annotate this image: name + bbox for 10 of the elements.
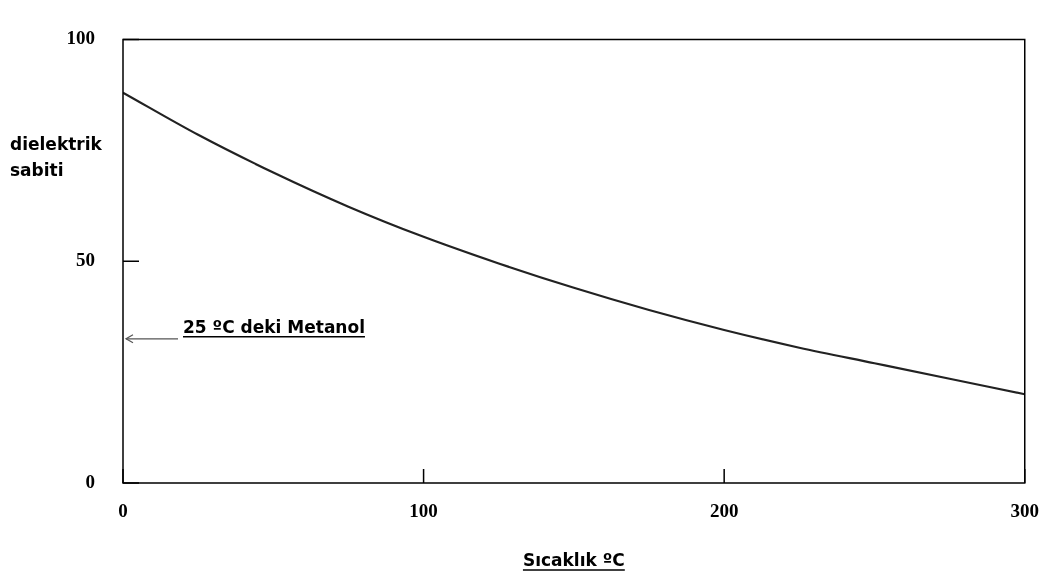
y-tick-label: 0 xyxy=(85,470,95,492)
x-tick-label: 0 xyxy=(118,500,128,522)
y-axis-title: dielektrik sabiti xyxy=(10,134,103,180)
x-axis-title: Sıcaklık ºC xyxy=(522,550,625,570)
x-tick-label: 200 xyxy=(709,500,739,522)
annotation: 25 ºC deki Metanol xyxy=(183,316,365,337)
x-tick-label: 100 xyxy=(409,500,438,522)
y-tick-label: 100 xyxy=(66,27,95,49)
x-tick-label: 300 xyxy=(1010,500,1039,522)
y-tick-label: 50 xyxy=(76,249,95,271)
